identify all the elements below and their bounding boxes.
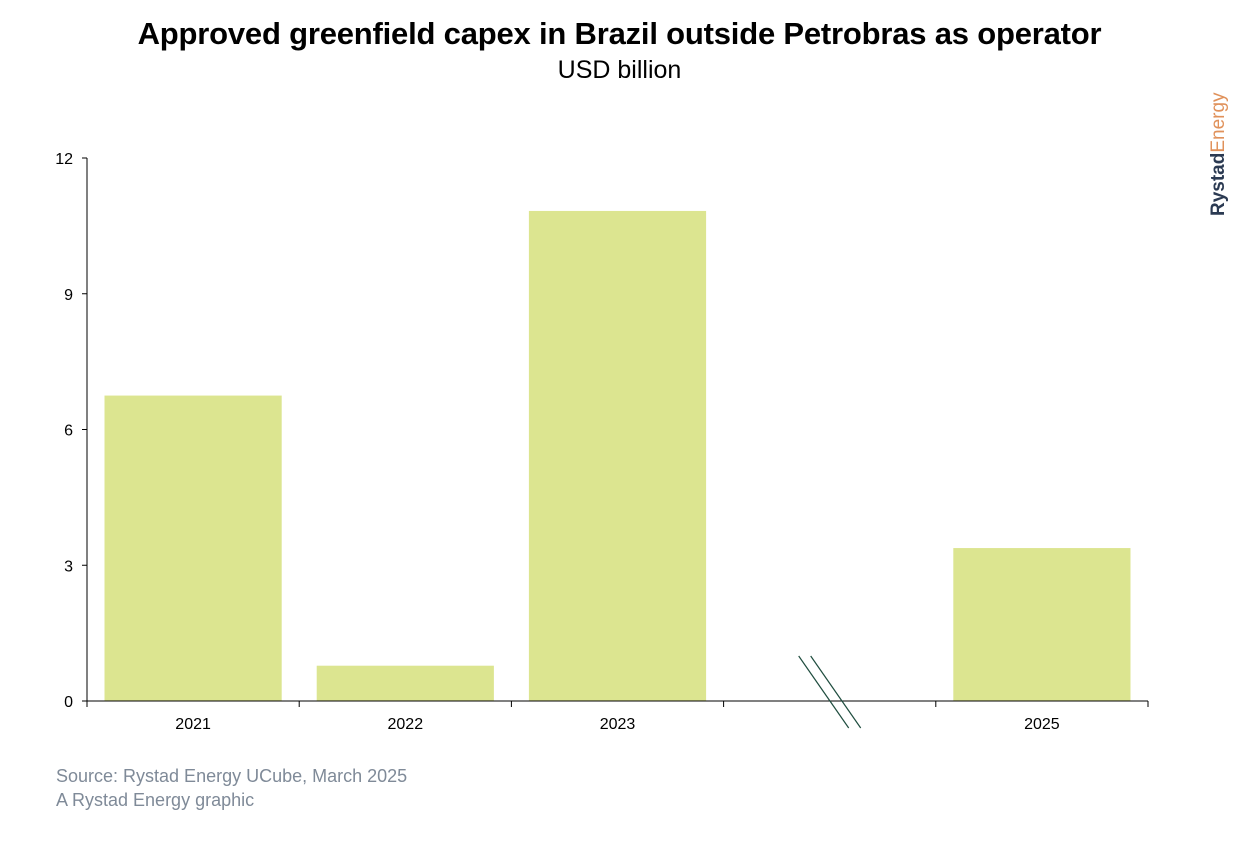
x-tick-labels: 2021 2022 2023 2025 bbox=[175, 716, 1059, 733]
footer: Source: Rystad Energy UCube, March 2025 … bbox=[56, 764, 407, 812]
y-tick-labels: 0 3 6 9 12 bbox=[55, 151, 73, 711]
source-note: Source: Rystad Energy UCube, March 2025 bbox=[56, 766, 408, 786]
bar-2023 bbox=[528, 210, 707, 701]
y-tick-label-6: 6 bbox=[64, 423, 73, 440]
axes-group bbox=[82, 157, 1149, 707]
x-tick-label-2022: 2022 bbox=[388, 716, 424, 733]
break-line-1 bbox=[798, 655, 850, 729]
bar-2022 bbox=[316, 665, 494, 701]
y-tick-label-9: 9 bbox=[64, 287, 73, 304]
y-tick-label-0: 0 bbox=[64, 694, 73, 711]
bars-group bbox=[104, 210, 1131, 701]
x-tick-label-2025: 2025 bbox=[1024, 716, 1060, 733]
credit-note: A Rystad Energy graphic bbox=[56, 790, 255, 810]
break-line-2 bbox=[810, 655, 862, 729]
y-tick-label-3: 3 bbox=[64, 558, 73, 575]
y-tick-label-12: 12 bbox=[55, 151, 73, 168]
axis-break-mark bbox=[798, 655, 862, 729]
chart-subtitle: USD billion bbox=[557, 56, 682, 84]
bar-2021 bbox=[104, 395, 282, 701]
x-tick-label-2023: 2023 bbox=[600, 716, 636, 733]
x-tick-label-2021: 2021 bbox=[175, 716, 211, 733]
chart-title: Approved greenfield capex in Brazil outs… bbox=[137, 16, 1102, 51]
bar-2025 bbox=[953, 548, 1131, 701]
